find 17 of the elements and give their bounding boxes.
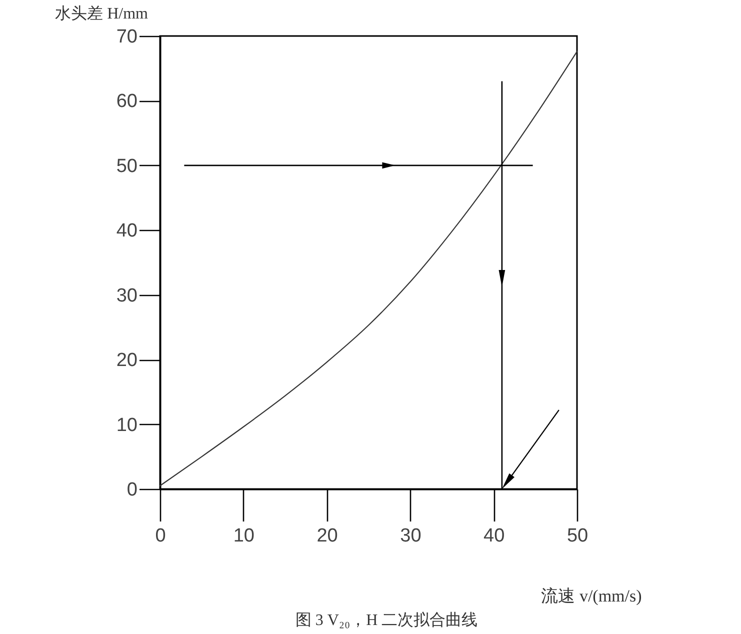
- y-tick-label: 40: [116, 220, 138, 242]
- x-tick-label: 0: [155, 526, 166, 546]
- y-tick-label: 0: [126, 480, 138, 500]
- y-tick-label: 50: [116, 156, 138, 177]
- x-tick-label: 40: [484, 526, 505, 546]
- y-tick-label: 10: [116, 414, 138, 436]
- y-tick-label: 70: [116, 26, 138, 48]
- x-tick-label: 50: [566, 526, 588, 546]
- y-tick-label: 20: [116, 350, 138, 372]
- y-tick-label: 60: [116, 91, 138, 112]
- x-tick-label: 20: [316, 526, 338, 546]
- x-tick-label: 10: [233, 526, 254, 546]
- x-tick-label: 30: [400, 526, 422, 546]
- y-tick-label: 30: [116, 285, 138, 306]
- x-axis-title: 流速 v/(mm/s): [541, 586, 642, 606]
- y-axis-title: 水头差 H/mm: [55, 4, 148, 22]
- text: 图 3 V₂₀，H 二次拟合曲线: [295, 611, 478, 629]
